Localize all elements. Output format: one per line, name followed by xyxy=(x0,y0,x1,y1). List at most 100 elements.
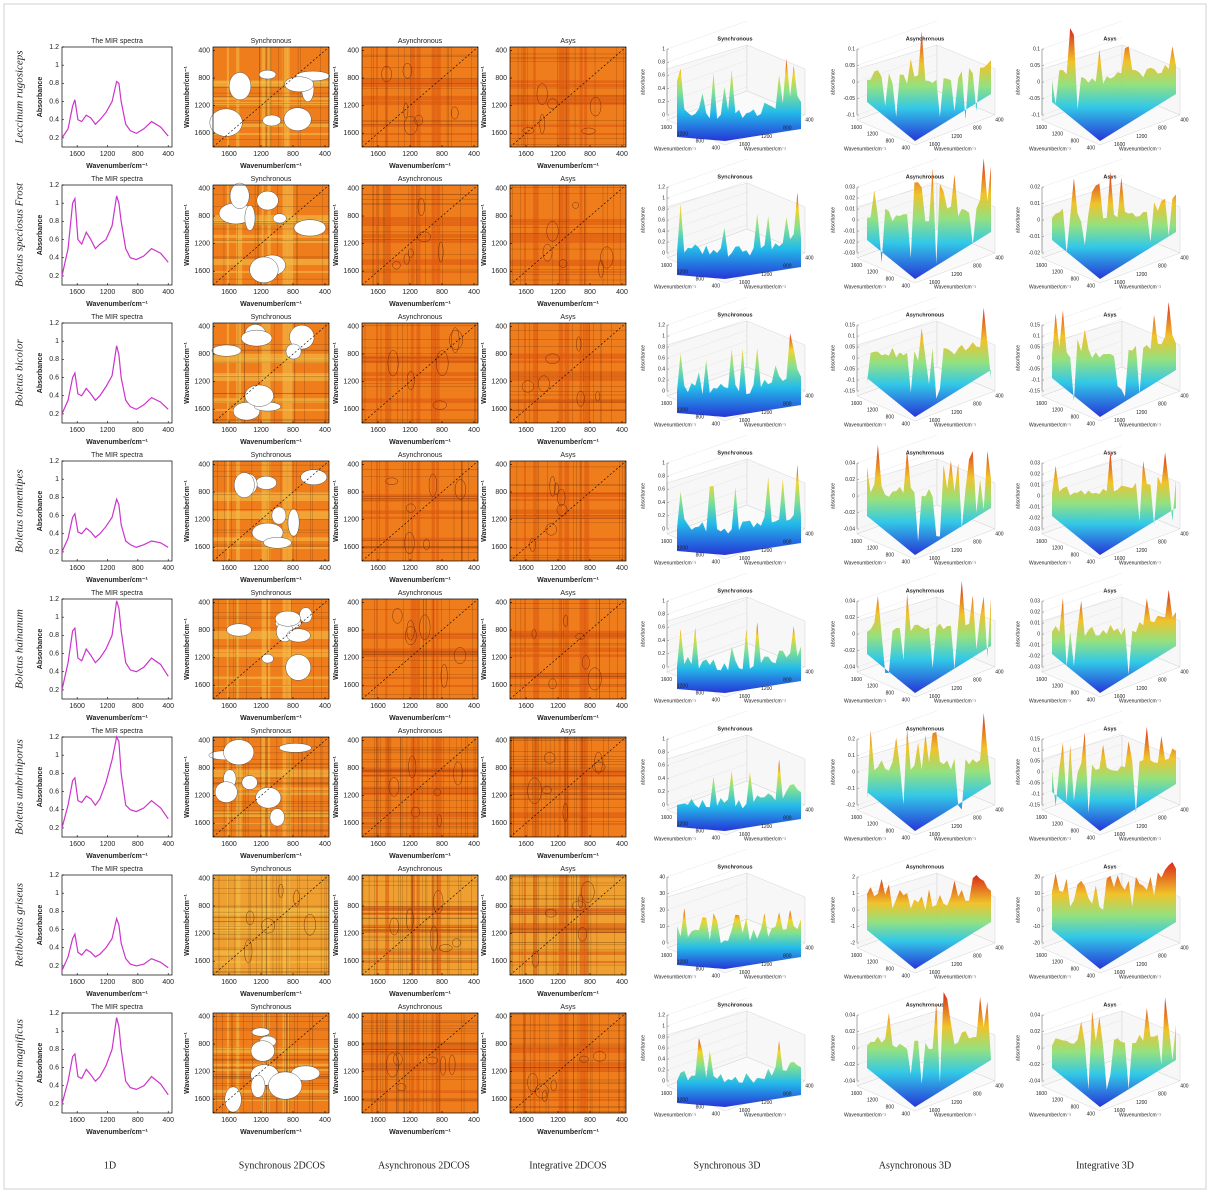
x-tick-label: 1600 xyxy=(370,703,386,710)
contour-band xyxy=(283,323,288,423)
x-tick-label: 1200 xyxy=(677,684,688,690)
x-tick-label: 800 xyxy=(886,139,895,145)
y-tick-label: 800 xyxy=(495,765,507,772)
x-tick-label: 1600 xyxy=(851,677,862,683)
y-tick-label: 800 xyxy=(1158,1092,1167,1098)
y-tick-label: 1200 xyxy=(951,410,962,416)
z-tick-label: 0.02 xyxy=(845,615,855,621)
x-tick-label: 400 xyxy=(468,151,480,158)
y-tick-label: 800 xyxy=(495,1041,507,1048)
y-tick-label: 400 xyxy=(805,807,814,813)
y-tick-label: 1600 xyxy=(194,820,210,827)
x-tick-label: 1600 xyxy=(1036,815,1047,821)
z-tick-label: 0.02 xyxy=(1030,184,1040,190)
z-tick-label: 0 xyxy=(662,526,665,532)
x-axis-label: Wavenumber/cm⁻¹ xyxy=(86,163,148,170)
x-tick-label: 1200 xyxy=(402,979,418,986)
y-tick-label: 800 xyxy=(1158,678,1167,684)
y-tick-label: 1.2 xyxy=(49,182,59,189)
grid-line xyxy=(1042,21,1122,49)
contour-band xyxy=(262,737,266,837)
y-tick-label: 400 xyxy=(495,47,507,54)
x-tick-label: 1200 xyxy=(677,1098,688,1104)
y-axis-label: Wavenumber/cm⁻¹ xyxy=(744,284,786,290)
y-tick-label: 400 xyxy=(198,461,210,468)
y-tick-label: 400 xyxy=(198,323,210,330)
x-axis-label: Wavenumber/cm⁻¹ xyxy=(654,1112,696,1118)
chart-title: The MIR spectra xyxy=(91,452,143,459)
contour-band xyxy=(436,323,439,423)
x-tick-label: 800 xyxy=(132,841,144,848)
x-tick-label: 800 xyxy=(886,691,895,697)
z-axis-label: absorbance xyxy=(1015,69,1021,95)
y-tick-label: 1200 xyxy=(1136,824,1147,830)
surface-title: Asys xyxy=(1103,450,1116,456)
x-tick-label: 1200 xyxy=(550,1117,566,1124)
x-axis-label: Wavenumber/cm⁻¹ xyxy=(537,439,599,446)
y-tick-label: 1200 xyxy=(761,134,772,140)
y-tick-label: 800 xyxy=(198,903,210,910)
x-tick-label: 400 xyxy=(319,427,331,434)
z-axis-label: absorbance xyxy=(830,1035,836,1061)
contour-band xyxy=(268,737,271,837)
y-tick-label: 0.2 xyxy=(49,1101,59,1108)
z-tick-label: 0.4 xyxy=(658,86,665,92)
z-axis-label: absorbance xyxy=(640,621,646,647)
contour-band xyxy=(362,823,478,825)
x-tick-label: 1200 xyxy=(402,151,418,158)
x-tick-label: 1600 xyxy=(851,539,862,545)
y-tick-label: 0.2 xyxy=(49,411,59,418)
x-tick-label: 1600 xyxy=(69,151,85,158)
y-tick-label: 0.4 xyxy=(49,531,59,538)
x-tick-label: 1600 xyxy=(370,151,386,158)
contour-band xyxy=(432,47,436,147)
x-tick-label: 800 xyxy=(132,1117,144,1124)
x-tick-label: 400 xyxy=(319,703,331,710)
y-tick-label: 1200 xyxy=(343,1068,359,1075)
x-axis-label: Wavenumber/cm⁻¹ xyxy=(240,1129,302,1136)
z-tick-label: 0.6 xyxy=(658,355,665,361)
contour-blob xyxy=(245,205,255,230)
y-tick-label: 400 xyxy=(347,185,359,192)
y-tick-label: 800 xyxy=(1158,402,1167,408)
contour-band xyxy=(213,951,329,955)
map-title: Asys xyxy=(560,1004,576,1011)
contour-band xyxy=(510,492,626,497)
x-tick-label: 1600 xyxy=(221,1117,237,1124)
contour-band xyxy=(436,875,441,975)
y-axis-label: Absorbance xyxy=(37,629,44,670)
z-tick-label: 0.4 xyxy=(658,1056,665,1062)
contour-band xyxy=(580,1013,585,1113)
z-tick-label: 0 xyxy=(1037,769,1040,775)
contour-blob xyxy=(263,537,291,548)
x-axis-label: Wavenumber/cm⁻¹ xyxy=(389,577,451,584)
contour-band xyxy=(580,461,582,561)
y-axis-label: Wavenumber/cm⁻¹ xyxy=(481,479,488,541)
spectrum-line xyxy=(62,601,168,690)
z-tick-label: 0.01 xyxy=(845,206,855,212)
y-axis-label: Wavenumber/cm⁻¹ xyxy=(481,617,488,679)
y-tick-label: 0.4 xyxy=(49,807,59,814)
contour-band xyxy=(510,354,626,359)
x-axis-label: Wavenumber/cm⁻¹ xyxy=(389,439,451,446)
z-tick-label: 0.04 xyxy=(845,598,855,604)
x-axis-label: Wavenumber/cm⁻¹ xyxy=(844,1112,886,1118)
contour-band xyxy=(362,961,478,963)
x-tick-label: 400 xyxy=(902,697,911,703)
y-tick-label: 1600 xyxy=(491,406,507,413)
contour-band xyxy=(510,233,626,238)
x-tick-label: 400 xyxy=(902,973,911,979)
y-tick-label: 0.4 xyxy=(49,393,59,400)
z-tick-label: -0.1 xyxy=(846,112,855,118)
y-tick-label: 400 xyxy=(347,47,359,54)
z-tick-label: -0.02 xyxy=(844,510,856,516)
contour-band xyxy=(213,961,329,963)
y-axis-label: Absorbance xyxy=(37,353,44,394)
x-axis-label: Wavenumber/cm⁻¹ xyxy=(1029,1112,1071,1118)
y-tick-label: 1600 xyxy=(343,820,359,827)
y-axis-label: Wavenumber/cm⁻¹ xyxy=(744,422,786,428)
contour-band xyxy=(362,494,478,497)
y-tick-label: 400 xyxy=(198,599,210,606)
row-label: Boletus hainanum xyxy=(14,609,26,689)
y-tick-label: 800 xyxy=(347,627,359,634)
